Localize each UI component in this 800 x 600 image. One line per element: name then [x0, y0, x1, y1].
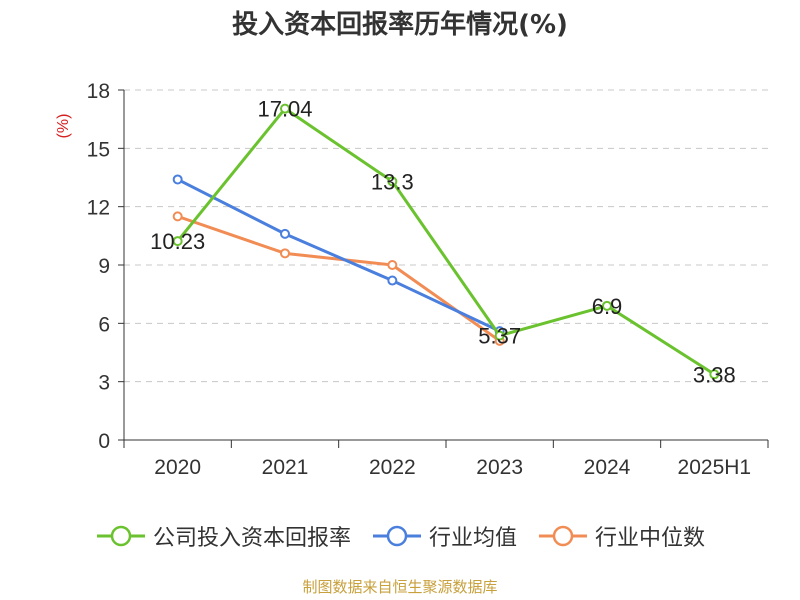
series-line	[177, 214, 501, 343]
data-label: 17.04	[257, 97, 312, 122]
y-tick-label: 15	[87, 138, 110, 161]
legend-label: 公司投入资本回报率	[152, 526, 351, 551]
series-line	[176, 107, 716, 376]
chart-title: 投入资本回报率历年情况(%)	[232, 10, 568, 40]
data-point	[387, 176, 398, 187]
legend-line-marker-icon	[372, 525, 421, 547]
data-point	[602, 300, 612, 311]
grid-lines	[124, 89, 768, 383]
x-tick-label: 2023	[476, 456, 523, 479]
x-tick-label: 2022	[369, 456, 416, 479]
x-tick-label: 2024	[584, 456, 631, 479]
data-point	[280, 248, 290, 259]
axes: 0 3 6 9 12 15 18 2020 2021 2022 2023 2024 2025H1	[87, 80, 769, 479]
data-label: 5.37	[478, 324, 521, 349]
y-tick-label: 12	[87, 197, 110, 220]
y-axis-label: (%)	[55, 114, 72, 139]
data-point	[387, 275, 398, 286]
data-point	[172, 211, 183, 222]
legend-label: 行业中位数	[595, 526, 706, 551]
y-tick-label: 9	[98, 255, 110, 278]
data-label: 6.9	[592, 294, 623, 319]
legend-line-marker-icon	[96, 525, 145, 547]
y-tick-label: 0	[98, 430, 110, 453]
data-point	[494, 330, 505, 341]
data-point	[387, 260, 398, 270]
data-point	[280, 103, 290, 114]
data-label: 10.23	[150, 229, 205, 254]
legend-label: 行业均值	[428, 526, 517, 551]
data-labels: 10.23 17.04 13.3 5.37 6.9 3.38	[150, 97, 736, 388]
data-point	[172, 236, 183, 247]
y-tick-label: 6	[98, 313, 110, 336]
legend-line-marker-icon	[539, 525, 587, 547]
y-tick-label: 18	[87, 80, 110, 103]
data-label: 3.38	[693, 362, 736, 387]
x-tick-label: 2025H1	[678, 456, 752, 479]
x-tick-label: 2020	[154, 456, 201, 479]
source-note: 制图数据来自恒生聚源数据库	[302, 578, 498, 596]
y-tick-label: 3	[98, 372, 110, 395]
data-point	[280, 228, 290, 239]
data-point	[172, 174, 183, 185]
data-label: 13.3	[371, 169, 414, 194]
series-lines	[172, 103, 720, 380]
legend: 公司投入资本回报率 行业均值 行业中位数	[0, 520, 800, 552]
x-tick-label: 2021	[262, 456, 309, 479]
legend-item[interactable]: 公司投入资本回报率	[95, 520, 351, 552]
legend-item[interactable]: 行业中位数	[537, 520, 705, 552]
legend-item[interactable]: 行业均值	[371, 520, 517, 552]
data-point	[709, 369, 720, 380]
series-line	[176, 178, 501, 333]
